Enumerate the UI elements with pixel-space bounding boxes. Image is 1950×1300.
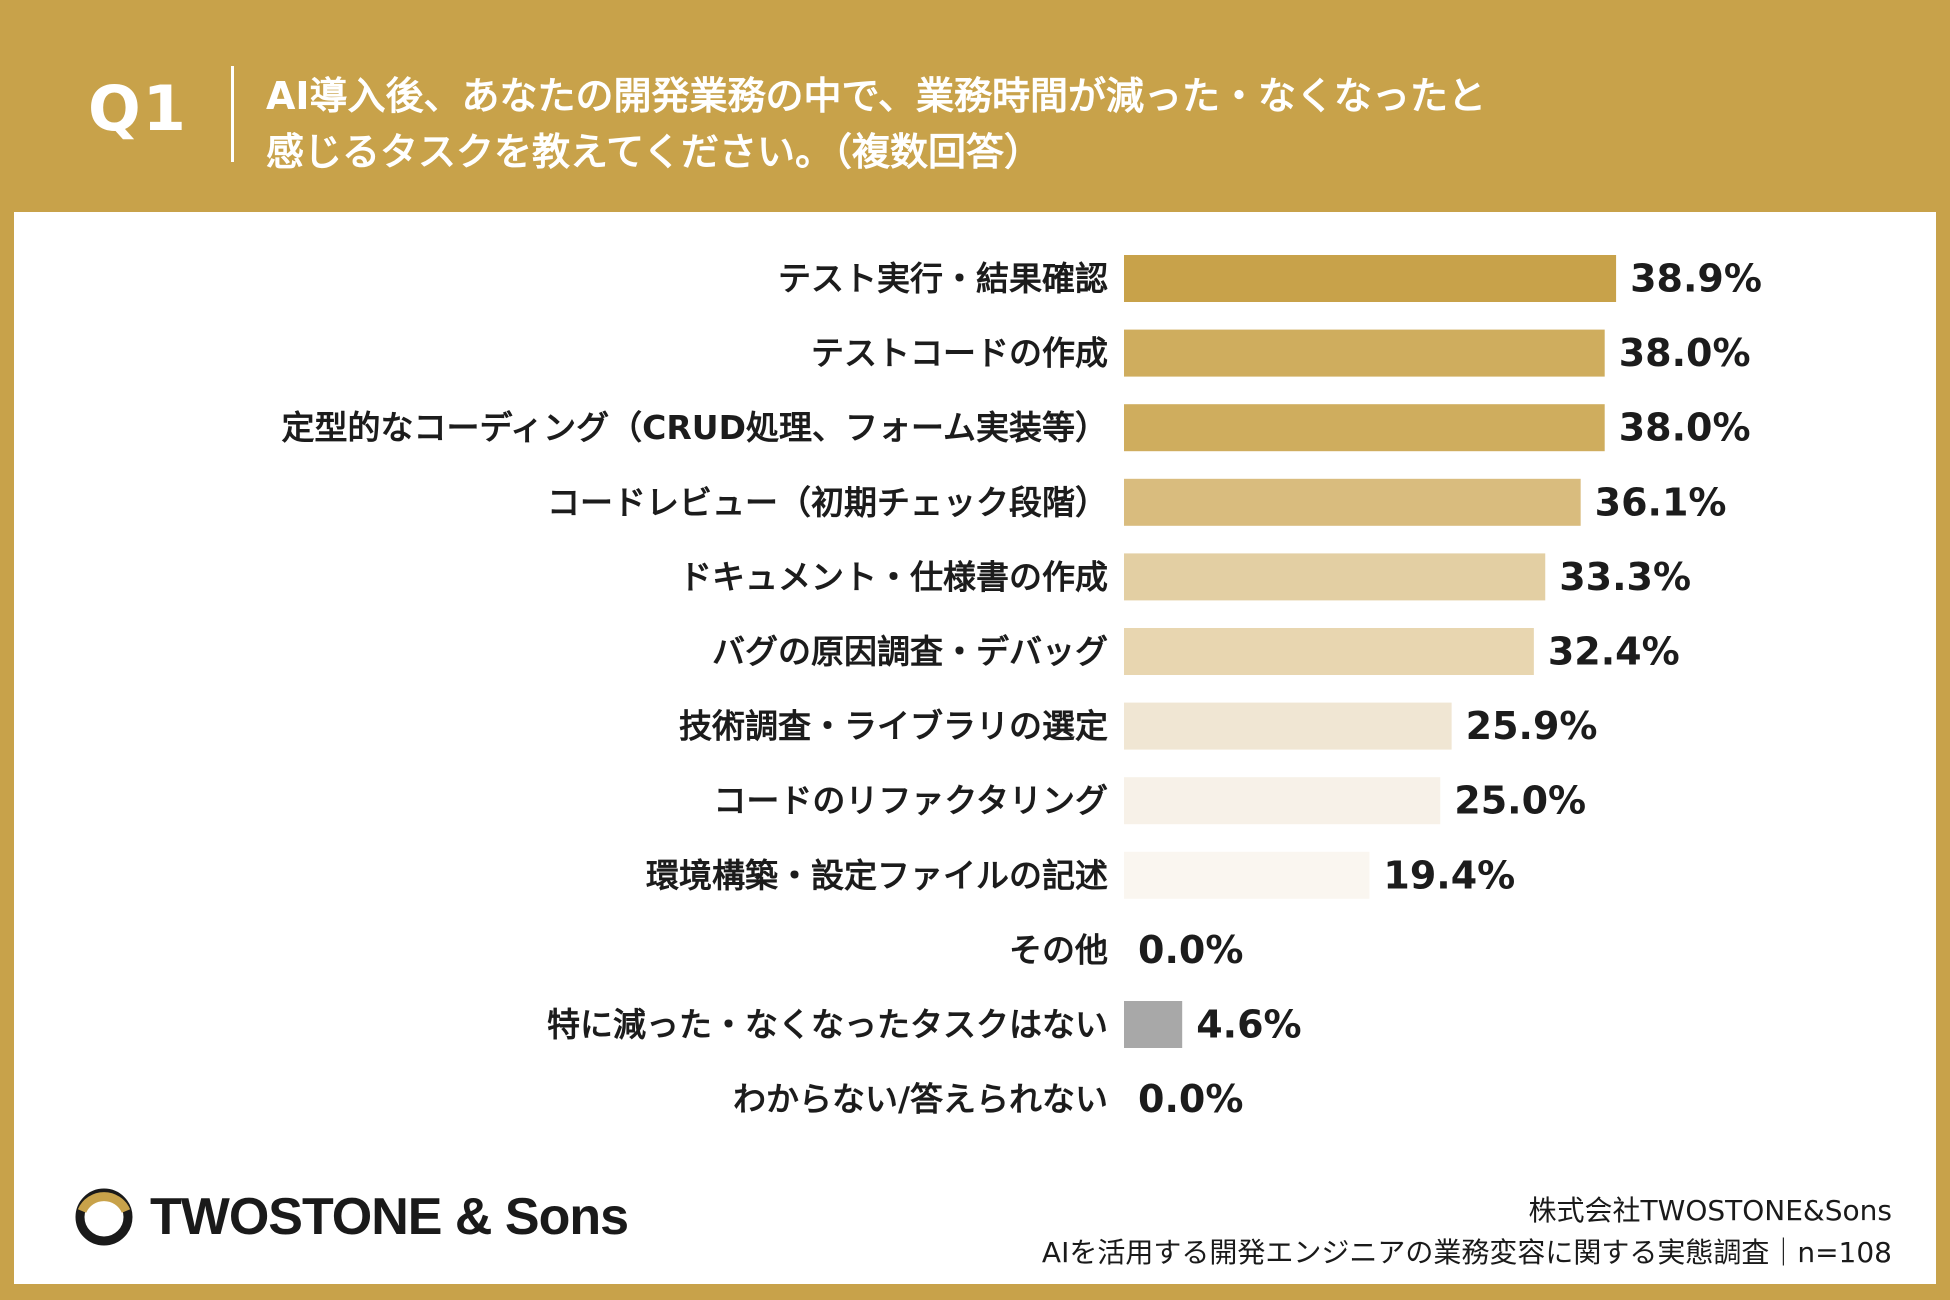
category-label: 環境構築・設定ファイルの記述 [646, 856, 1108, 895]
value-label: 38.0% [1619, 406, 1751, 450]
twostone-logo-icon [75, 1188, 133, 1246]
category-label: わからない/答えられない [733, 1080, 1108, 1119]
category-label: 定型的なコーディング（CRUD処理、フォーム実装等） [281, 408, 1108, 447]
bar [1124, 478, 1581, 526]
question-divider [231, 66, 234, 162]
bar [1124, 1001, 1183, 1048]
company-name: 株式会社TWOSTONE&Sons [1528, 1194, 1892, 1227]
value-label: 32.4% [1548, 630, 1680, 674]
value-label: 38.0% [1619, 331, 1751, 375]
category-label: テスト実行・結果確認 [778, 259, 1108, 298]
bar [1124, 329, 1605, 377]
header: Q1 AI導入後、あなたの開発業務の中で、業務時間が減った・なくなったと 感じる… [0, 0, 1950, 212]
question-line-1: AI導入後、あなたの開発業務の中で、業務時間が減った・なくなったと [266, 74, 1487, 118]
category-label: コードレビュー（初期チェック段階） [547, 483, 1108, 522]
value-label: 38.9% [1630, 257, 1762, 301]
bar [1124, 851, 1370, 899]
survey-title: AIを活用する開発エンジニアの業務変容に関する実態調査｜n=108 [1041, 1236, 1892, 1269]
bar [1124, 628, 1534, 675]
footer-credits: 株式会社TWOSTONE&Sons AIを活用する開発エンジニアの業務変容に関す… [1042, 1190, 1892, 1274]
category-label: テストコードの作成 [811, 334, 1108, 373]
bar [1124, 777, 1441, 825]
value-label: 0.0% [1138, 1077, 1243, 1121]
logo-text: TWOSTONE & Sons [150, 1188, 629, 1246]
content-panel: テスト実行・結果確認 38.9% テストコードの作成 38.0% 定型的なコーディング（… [14, 212, 1936, 1284]
category-label: バグの原因調査・デバッグ [712, 632, 1108, 671]
value-label: 25.9% [1466, 704, 1598, 748]
category-label: ドキュメント・仕様書の作成 [679, 557, 1108, 596]
category-label: その他 [1009, 930, 1108, 969]
question-text: AI導入後、あなたの開発業務の中で、業務時間が減った・なくなったと 感じるタスク… [266, 68, 1906, 180]
bar [1124, 255, 1617, 302]
bar [1124, 702, 1452, 750]
value-label: 25.0% [1454, 779, 1586, 823]
bar [1124, 553, 1546, 601]
bar [1124, 404, 1605, 452]
value-label: 0.0% [1138, 928, 1243, 972]
category-label: 技術調査・ライブラリの選定 [679, 707, 1108, 746]
category-label: コードのリファクタリング [713, 781, 1108, 820]
category-label: 特に減った・なくなったタスクはない [547, 1005, 1108, 1044]
value-label: 4.6% [1196, 1003, 1301, 1047]
bar-chart: テスト実行・結果確認 38.9% テストコードの作成 38.0% 定型的なコーディング（… [281, 255, 1762, 1121]
value-label: 36.1% [1595, 480, 1727, 524]
company-logo: TWOSTONE & Sons [74, 1182, 629, 1252]
value-label: 19.4% [1383, 853, 1515, 897]
question-line-2: 感じるタスクを教えてください。（複数回答） [266, 130, 1042, 174]
question-number: Q1 [88, 72, 188, 145]
value-label: 33.3% [1559, 555, 1691, 599]
